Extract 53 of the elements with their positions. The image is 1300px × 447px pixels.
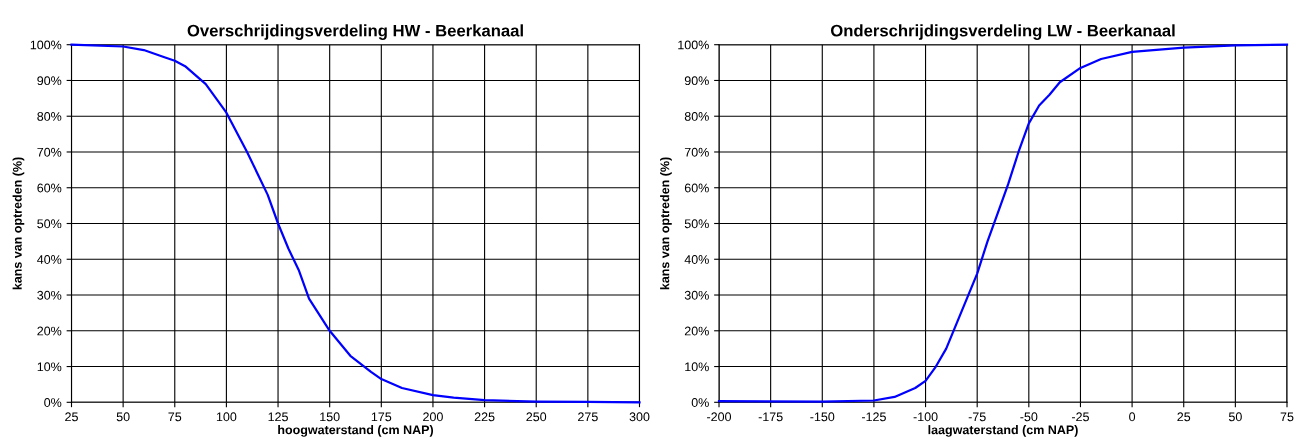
x-tick-label: 50 — [116, 412, 130, 422]
x-tick-label: 275 — [578, 412, 598, 422]
y-tick-label: 0% — [44, 398, 62, 407]
y-tick-label: 10% — [37, 362, 62, 372]
x-axis-title: laagwaterstand (cm NAP) — [928, 425, 1078, 437]
x-tick-label: 300 — [629, 412, 650, 422]
x-tick-label: -50 — [1020, 412, 1038, 422]
x-tick-label: -125 — [861, 412, 886, 422]
y-tick-label: 100% — [30, 40, 62, 50]
y-tick-label: 30% — [37, 290, 62, 300]
x-tick-label: -100 — [913, 412, 938, 422]
y-tick-label: 80% — [684, 112, 709, 121]
chart-title: Onderschrijdingsverdeling LW - Beerkanaal — [830, 24, 1175, 40]
y-tick-label: 40% — [684, 255, 709, 264]
y-tick-label: 50% — [684, 219, 709, 229]
x-tick-label: 125 — [268, 412, 288, 422]
x-tick-label: 150 — [320, 412, 340, 422]
y-tick-label: 20% — [684, 326, 709, 336]
x-axis-title: hoogwaterstand (cm NAP) — [278, 425, 434, 437]
y-tick-label: 10% — [685, 362, 709, 372]
y-tick-label: 20% — [37, 326, 62, 336]
y-axis-title: kans van optreden (%) — [12, 157, 25, 290]
x-tick-label: -25 — [1071, 412, 1089, 422]
y-tick-label: 0% — [691, 398, 709, 407]
x-tick-label: 75 — [168, 412, 182, 422]
y-tick-label: 60% — [684, 183, 709, 193]
x-tick-label: 0 — [1129, 412, 1136, 422]
y-tick-label: 60% — [37, 183, 62, 193]
x-tick-label: -200 — [707, 412, 732, 422]
y-tick-label: 50% — [37, 219, 62, 229]
x-tick-label: 100 — [216, 412, 237, 422]
y-tick-label: 90% — [684, 76, 709, 86]
y-tick-label: 90% — [37, 76, 62, 86]
x-tick-label: -75 — [968, 412, 986, 422]
y-tick-label: 70% — [37, 147, 62, 157]
x-tick-label: 50 — [1228, 412, 1242, 422]
x-tick-label: 225 — [474, 412, 495, 422]
y-tick-label: 70% — [684, 147, 709, 157]
x-tick-label: 25 — [1177, 412, 1191, 422]
line-series — [70, 43, 641, 404]
x-tick-label: 200 — [423, 412, 443, 422]
x-tick-label: -150 — [810, 412, 835, 422]
x-tick-label: 250 — [526, 412, 547, 422]
y-tick-label: 100% — [678, 40, 709, 50]
chart-title: Overschrijdingsverdeling HW - Beerkanaal — [187, 24, 523, 40]
y-tick-label: 80% — [37, 112, 62, 121]
x-tick-label: -175 — [758, 412, 783, 422]
x-tick-label: 175 — [371, 412, 392, 422]
y-tick-label: 30% — [684, 290, 709, 300]
y-axis-title: kans van optreden (%) — [660, 157, 672, 290]
y-tick-label: 40% — [37, 255, 62, 264]
x-tick-label: 75 — [1280, 412, 1294, 422]
x-tick-label: 25 — [65, 412, 78, 422]
